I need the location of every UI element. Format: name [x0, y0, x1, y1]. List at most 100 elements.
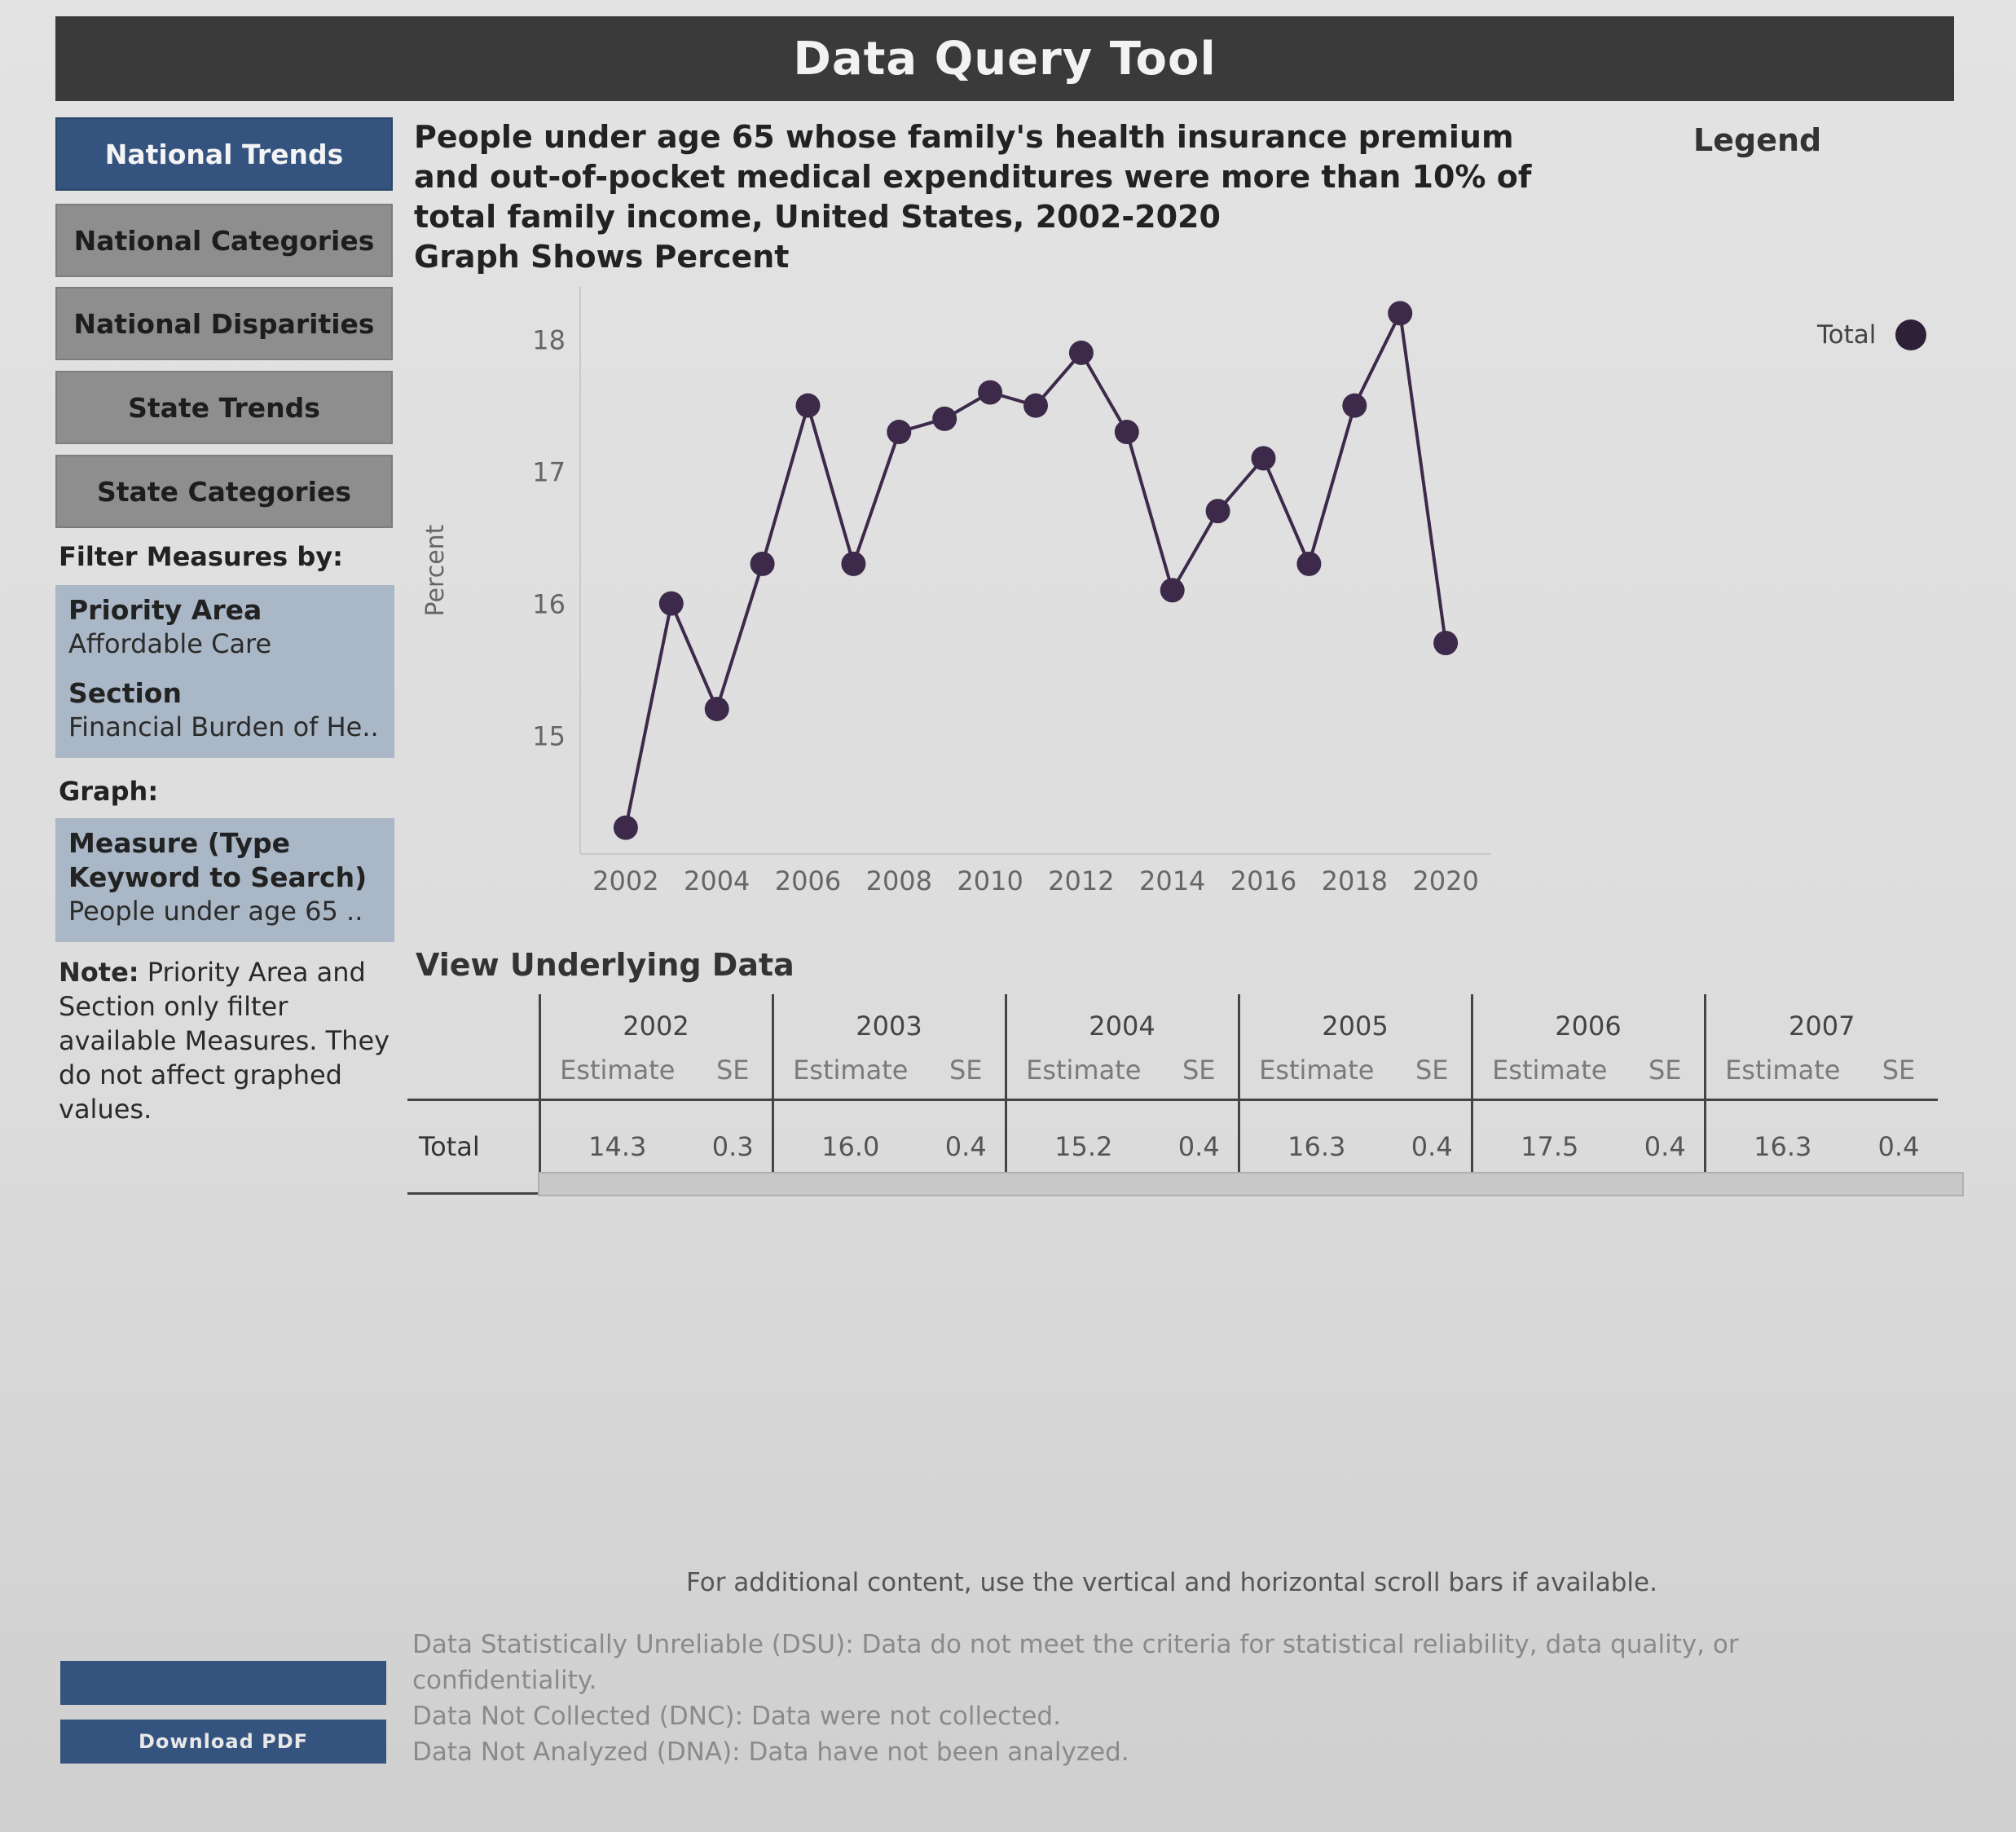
scroll-hint: For additional content, use the vertical… [686, 1568, 1657, 1597]
data-point [1160, 578, 1185, 603]
chart-title-line3: total family income, United States, 2002… [414, 199, 1221, 235]
data-point [1205, 499, 1230, 524]
filter-note: Note: Priority Area and Section only fil… [59, 955, 401, 1126]
estimate-header: Estimate [1470, 1042, 1626, 1101]
nav-national-disparities[interactable]: National Disparities [55, 287, 393, 360]
x-tick-label: 2006 [775, 865, 841, 896]
blank-action-button[interactable] [60, 1661, 386, 1705]
data-point [613, 815, 638, 840]
chart-subtitle: Graph Shows Percent [414, 239, 790, 275]
y-tick-label: 15 [532, 720, 566, 751]
nav-state-categories[interactable]: State Categories [55, 455, 393, 528]
chart-title-line2: and out-of-pocket medical expenditures w… [414, 159, 1532, 195]
x-tick-label: 2012 [1048, 865, 1114, 896]
data-point [978, 380, 1003, 405]
footnote-dsu: Data Statistically Unreliable (DSU): Dat… [412, 1630, 1739, 1695]
table-corner-blank [407, 1042, 539, 1101]
x-tick-label: 2008 [866, 865, 932, 896]
filter-panel: Priority Area Affordable Care Section Fi… [55, 585, 394, 758]
priority-area-filter[interactable]: Priority Area Affordable Care [68, 593, 381, 660]
row-label-total: Total [407, 1099, 539, 1195]
underlying-data-table: 2002 2003 2004 2005 2006 2007 Estimate S… [407, 994, 1938, 1195]
priority-area-label: Priority Area [68, 594, 262, 626]
nav-label: National Trends [104, 138, 344, 170]
priority-area-value: Affordable Care [68, 628, 272, 659]
data-point [704, 696, 729, 721]
horizontal-scrollbar[interactable] [538, 1172, 1964, 1196]
app-title: Data Query Tool [793, 32, 1217, 86]
se-header: SE [1160, 1042, 1239, 1101]
x-tick-label: 2004 [684, 865, 750, 896]
estimate-header: Estimate [1004, 1042, 1160, 1101]
se-header: SE [1393, 1042, 1472, 1101]
estimate-header: Estimate [1237, 1042, 1393, 1101]
data-point [1388, 301, 1413, 326]
x-tick-label: 2010 [957, 865, 1023, 896]
data-point [1068, 340, 1094, 365]
estimate-header: Estimate [1703, 1042, 1860, 1101]
download-pdf-button[interactable]: Download PDF [60, 1720, 386, 1764]
year-header-2005: 2005 [1237, 994, 1472, 1042]
data-point [887, 420, 912, 445]
app-title-bar: Data Query Tool [55, 16, 1954, 101]
data-point [795, 393, 821, 418]
nav-national-trends[interactable]: National Trends [55, 117, 393, 191]
year-header-2006: 2006 [1470, 994, 1705, 1042]
y-tick-label: 18 [532, 325, 566, 356]
measure-label-line2: Keyword to Search) [68, 861, 368, 893]
data-point [841, 551, 866, 576]
x-tick-label: 2020 [1412, 865, 1478, 896]
nav-label: National Disparities [73, 307, 375, 340]
year-header-2007: 2007 [1703, 994, 1938, 1042]
year-header-2002: 2002 [538, 994, 773, 1042]
se-header: SE [927, 1042, 1006, 1101]
footnote-dnc: Data Not Collected (DNC): Data were not … [412, 1702, 1061, 1731]
line-chart: 15 16 17 18 2002 2004 2006 2008 2010 2012 2014 2016… [421, 287, 1491, 896]
year-header-2003: 2003 [771, 994, 1006, 1042]
x-tick-label: 2018 [1322, 865, 1388, 896]
y-tick-label: 17 [532, 457, 566, 488]
download-pdf-label: Download PDF [138, 1730, 309, 1753]
estimate-header: Estimate [538, 1042, 694, 1101]
data-point [1433, 631, 1459, 656]
filter-heading: Filter Measures by: [59, 541, 343, 572]
x-tick-label: 2016 [1230, 865, 1296, 896]
measure-value: People under age 65 .. [68, 896, 363, 927]
data-point [1296, 551, 1322, 576]
series-line-total [623, 307, 1448, 829]
y-axis-label: Percent [421, 524, 450, 616]
y-tick-label: 16 [532, 588, 566, 619]
se-header: SE [694, 1042, 773, 1101]
chart-title: People under age 65 whose family's healt… [414, 117, 1587, 277]
se-header: SE [1860, 1042, 1938, 1101]
data-point [1251, 446, 1276, 471]
footnote-dna: Data Not Analyzed (DNA): Data have not b… [412, 1737, 1129, 1767]
legend-label: Total [1817, 320, 1877, 350]
section-label: Section [68, 677, 182, 709]
year-header-2004: 2004 [1004, 994, 1239, 1042]
x-tick-label: 2014 [1139, 865, 1205, 896]
table-corner [407, 994, 539, 1042]
chart-title-line1: People under age 65 whose family's healt… [414, 119, 1514, 155]
data-point [932, 406, 957, 431]
legend-dot-icon [1895, 319, 1927, 350]
measure-search[interactable]: Measure (Type Keyword to Search) People … [55, 818, 394, 942]
data-point [750, 551, 775, 576]
graph-heading: Graph: [59, 776, 159, 807]
nav-label: State Trends [128, 391, 320, 424]
nav-label: State Categories [96, 475, 351, 508]
estimate-header: Estimate [771, 1042, 927, 1101]
section-value: Financial Burden of He.. [68, 711, 379, 742]
underlying-data-heading[interactable]: View Underlying Data [416, 947, 795, 983]
data-point [1342, 393, 1367, 418]
nav-state-trends[interactable]: State Trends [55, 371, 393, 444]
note-bold: Note: [59, 957, 139, 988]
nav-label: National Categories [73, 224, 375, 257]
nav-national-categories[interactable]: National Categories [55, 204, 393, 277]
legend-entry-total[interactable]: Total [1817, 319, 1927, 350]
data-point [1023, 393, 1048, 418]
section-filter[interactable]: Section Financial Burden of He.. [68, 676, 381, 743]
footnotes: Data Statistically Unreliable (DSU): Dat… [412, 1627, 1814, 1770]
data-point [658, 591, 684, 616]
